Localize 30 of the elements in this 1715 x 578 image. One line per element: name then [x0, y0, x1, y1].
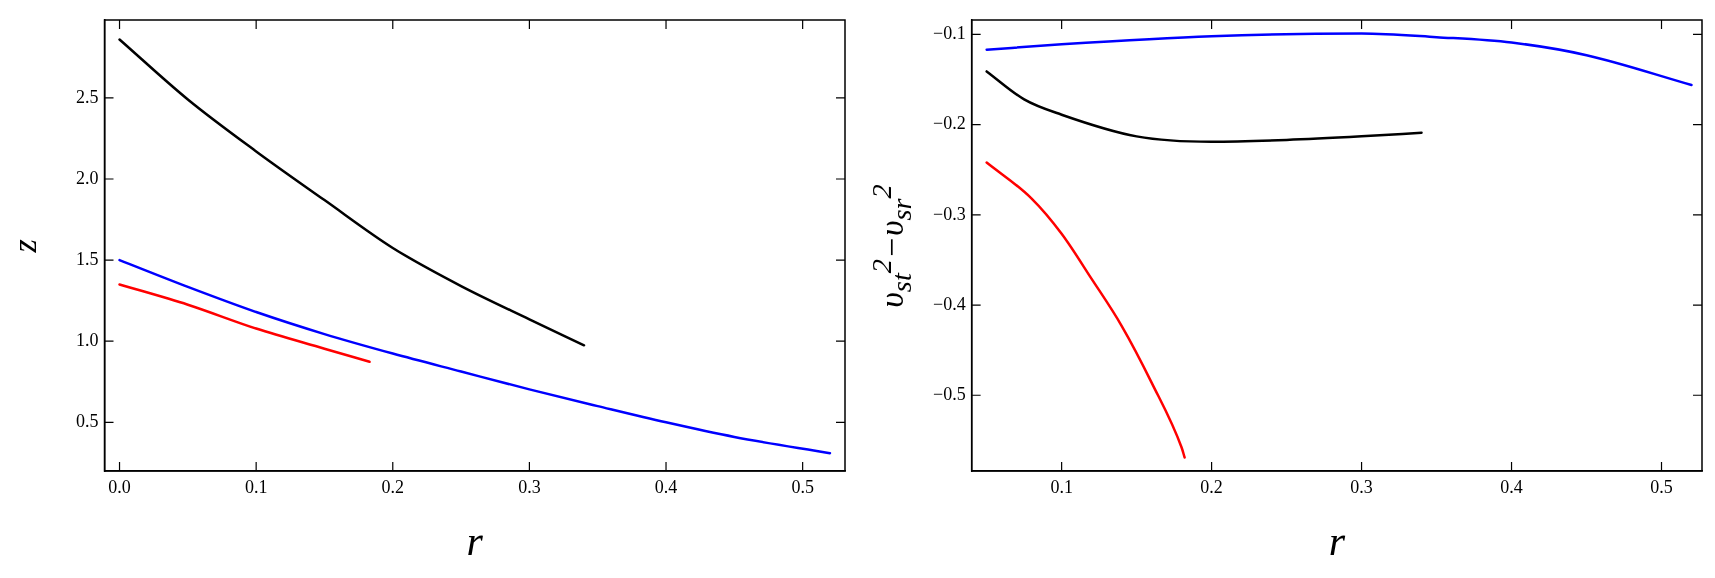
- x-tick-label: 0.3: [1350, 476, 1373, 497]
- y-tick-label: −0.4: [933, 293, 966, 314]
- y-tick-label: −0.1: [933, 23, 966, 44]
- x-tick-label: 0.1: [244, 476, 268, 497]
- y-tick-label: 0.5: [76, 411, 99, 432]
- line-series: [985, 32, 1693, 87]
- x-tick-label: 0.1: [1050, 476, 1073, 497]
- y-tick-label: −0.2: [933, 113, 966, 134]
- x-tick-label: 0.3: [518, 476, 541, 497]
- x-axis-title: r: [1328, 517, 1346, 564]
- y-axis-title: z: [5, 238, 43, 253]
- line-series: [118, 38, 586, 347]
- x-tick-label: 0.4: [1500, 476, 1523, 497]
- x-tick-label: 0.5: [1650, 476, 1673, 497]
- x-axis-title: r: [466, 517, 484, 564]
- y-tick-label: −0.5: [933, 383, 966, 404]
- x-tick-label: 0.2: [1200, 476, 1223, 497]
- y-tick-label: 2.5: [76, 86, 99, 107]
- line-series: [985, 70, 1423, 144]
- line-series: [118, 258, 832, 455]
- y-tick-label: −0.3: [933, 203, 966, 224]
- x-tick-label: 0.4: [654, 476, 678, 497]
- y-tick-label: 1.5: [76, 248, 99, 269]
- x-tick-label: 0.5: [791, 476, 814, 497]
- line-series: [118, 283, 371, 364]
- x-tick-label: 0.2: [381, 476, 405, 497]
- y-tick-label: 1.0: [76, 329, 99, 350]
- x-tick-label: 0.0: [108, 476, 131, 497]
- y-tick-label: 2.0: [76, 167, 99, 188]
- line-series: [985, 161, 1186, 459]
